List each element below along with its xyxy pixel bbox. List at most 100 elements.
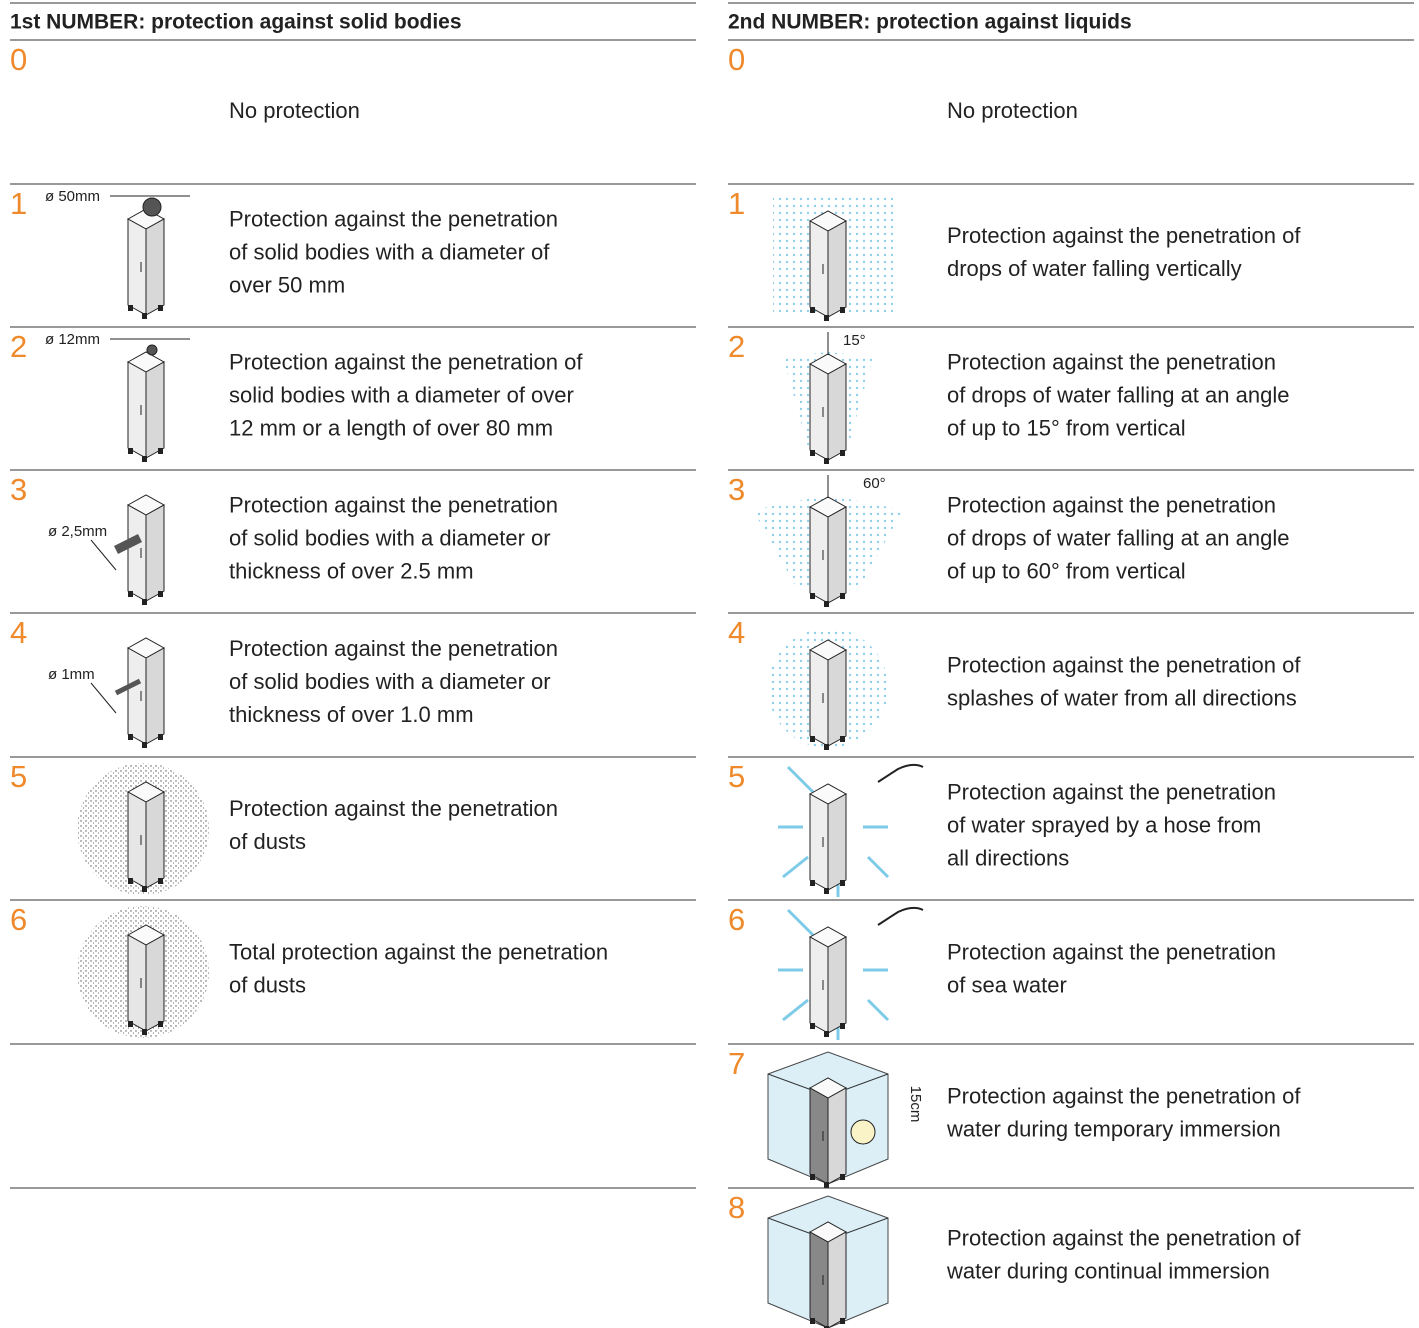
- level-number: 1: [728, 186, 745, 221]
- row: 4 Protection against the penetration of so…: [10, 615, 558, 748]
- description-line: all directions: [947, 845, 1069, 870]
- cabinet-foot: [824, 1182, 829, 1188]
- row: 2 Protection against the penetration of dr…: [728, 329, 1289, 464]
- cabinet-side: [145, 504, 165, 602]
- level-number: 3: [10, 472, 27, 507]
- cabinet-foot: [158, 878, 163, 884]
- cabinet-front: [809, 220, 829, 318]
- cabinet-foot: [142, 599, 147, 605]
- description-line: No protection: [947, 98, 1078, 123]
- description-line: Protection against the penetration: [229, 796, 558, 821]
- description-line: Protection against the penetration: [229, 492, 558, 517]
- cabinet-foot: [128, 448, 133, 454]
- description-line: 12 mm or a length of over 80 mm: [229, 415, 553, 440]
- cabinet-foot: [158, 734, 163, 740]
- cabinet-side: [145, 218, 165, 316]
- hose: [877, 906, 924, 926]
- hose: [877, 763, 924, 783]
- cabinet-side: [145, 791, 165, 889]
- cabinet-front: [809, 506, 829, 604]
- description-line: thickness of over 2.5 mm: [229, 558, 474, 583]
- cabinet-foot: [810, 593, 815, 599]
- cabinet-front: [809, 936, 829, 1034]
- cabinet-side: [827, 1231, 847, 1328]
- cabinet-side: [145, 647, 165, 745]
- description-line: over 50 mm: [229, 272, 345, 297]
- cabinet-side: [827, 363, 847, 461]
- test-probe: [114, 678, 142, 696]
- clock: [850, 1119, 876, 1145]
- cabinet-front: [127, 647, 147, 745]
- cabinet-front: [809, 793, 829, 891]
- row: 0 No protection: [10, 42, 360, 123]
- cabinet-foot: [142, 313, 147, 319]
- cabinet-foot: [142, 456, 147, 462]
- description-line: of up to 60° from vertical: [947, 558, 1186, 583]
- level-number: 1: [10, 186, 27, 221]
- level-number: 2: [728, 329, 745, 364]
- cabinet-foot: [810, 1174, 815, 1180]
- cabinet-foot: [840, 307, 845, 313]
- description-line: of solid bodies with a diameter or: [229, 525, 551, 550]
- description-line: Protection against the penetration: [947, 939, 1276, 964]
- description-line: water during temporary immersion: [946, 1116, 1281, 1141]
- row: 7 Protection against the penetration of wa…: [728, 1046, 1301, 1188]
- description-line: water during continual immersion: [946, 1258, 1270, 1283]
- cabinet-side: [827, 220, 847, 318]
- cabinet-foot: [840, 593, 845, 599]
- cabinet-side: [827, 1087, 847, 1185]
- description-line: of up to 15° from vertical: [947, 415, 1186, 440]
- cabinet-side: [827, 506, 847, 604]
- cabinet-foot: [824, 1031, 829, 1037]
- row: 1 Protection against the penetration of dr…: [728, 186, 1301, 321]
- cabinet-foot: [128, 878, 133, 884]
- description-line: of dusts: [229, 829, 306, 854]
- level-number: 2: [10, 329, 27, 364]
- level-number: 5: [728, 759, 745, 794]
- cabinet-foot: [158, 448, 163, 454]
- cabinet-foot: [810, 1023, 815, 1029]
- row: 2 Protection against the penetration of so…: [10, 329, 583, 462]
- dimension: [90, 539, 117, 571]
- cabinet-foot: [810, 736, 815, 742]
- description-line: drops of water falling vertically: [947, 256, 1242, 281]
- description-line: Protection against the penetration: [947, 779, 1276, 804]
- angle-label: 15°: [843, 332, 866, 349]
- row: 0 No protection: [728, 42, 1078, 123]
- cabinet-foot: [840, 1318, 845, 1324]
- cabinet-foot: [142, 742, 147, 748]
- level-number: 7: [728, 1046, 745, 1081]
- cabinet-front: [809, 1231, 829, 1328]
- dimension-label: ø 2,5mm: [48, 523, 107, 540]
- cabinet-foot: [824, 458, 829, 464]
- level-number: 6: [10, 902, 27, 937]
- description-line: Protection against the penetration of: [947, 223, 1301, 248]
- dimension: [90, 682, 117, 714]
- test-probe: [113, 533, 143, 555]
- description-line: of solid bodies with a diameter of: [229, 239, 550, 264]
- row: 3 Protection against the penetration of so…: [10, 472, 558, 605]
- cabinet-foot: [810, 880, 815, 886]
- description-line: Protection against the penetration of: [947, 1225, 1301, 1250]
- description-line: Protection against the penetration of: [947, 652, 1301, 677]
- row: 5 Protection against the penetration of wa…: [728, 759, 1276, 897]
- dimension-label: ø 1mm: [48, 666, 95, 683]
- row: 4 Protection against the penetration of sp…: [728, 615, 1301, 750]
- description-line: of water sprayed by a hose from: [947, 812, 1261, 837]
- description-line: Protection against the penetration of: [947, 1083, 1301, 1108]
- level-number: 5: [10, 759, 27, 794]
- cabinet-foot: [810, 450, 815, 456]
- cabinet-side: [827, 936, 847, 1034]
- cabinet-side: [145, 361, 165, 459]
- water-jet: [782, 855, 809, 879]
- level-number: 0: [10, 42, 27, 77]
- description-line: of solid bodies with a diameter or: [229, 669, 551, 694]
- cabinet-front: [809, 1087, 829, 1185]
- dimension-label: ø 50mm: [45, 188, 100, 205]
- cabinet-foot: [142, 1029, 147, 1035]
- cabinet-foot: [810, 307, 815, 313]
- cabinet-foot: [824, 601, 829, 607]
- description-line: Total protection against the penetration: [229, 939, 608, 964]
- cabinet-side: [827, 649, 847, 747]
